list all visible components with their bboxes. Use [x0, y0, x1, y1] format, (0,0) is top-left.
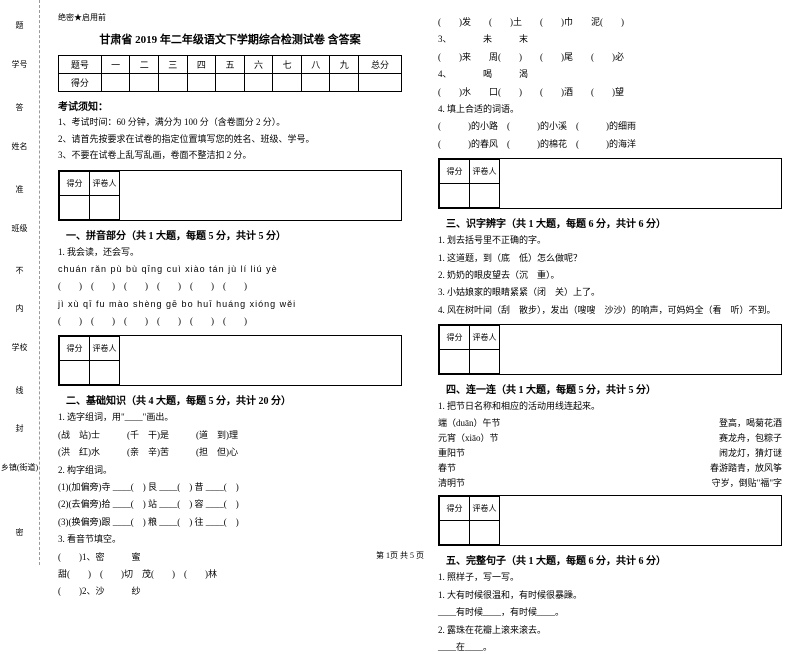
pair: 重阳节闹龙灯，猜灯谜	[438, 446, 782, 459]
th: 七	[273, 56, 302, 74]
binding-sidebar: 题 学号 答 姓名 准 班级 不 内 学校 线 封 乡镇(街道) 密	[0, 0, 40, 565]
th: 题号	[59, 56, 102, 74]
paren-line: ( ) ( ) ( ) ( ) ( ) ( )	[58, 279, 402, 293]
q: ( )来 周( ) ( )尾 ( )必	[438, 50, 782, 64]
q: ____有时候____，有时候____。	[438, 605, 782, 619]
pinyin-line: jì xù qī fu mào shèng gē bo huī huáng xi…	[58, 297, 402, 311]
section-3-title: 三、识字辨字（共 1 大题，每题 6 分，共计 6 分）	[446, 215, 666, 230]
q: ( )的小路 ( )的小溪 ( )的细雨	[438, 119, 782, 133]
notice-item: 3、不要在试卷上乱写乱画，卷面不整洁扣 2 分。	[58, 149, 402, 163]
q: 4. 风在树叶间（刮 散步），发出（嗖嗖 沙沙）的响声，可妈妈全（看 听）不到。	[438, 303, 782, 317]
q: 1. 这道题，到（底 低）怎么做呢？	[438, 251, 782, 265]
field-id: 学号	[12, 59, 28, 81]
scorer-box: 得分评卷人	[438, 324, 782, 375]
q: (洪 红)水 (亲 辛)苦 (担 但)心	[58, 445, 402, 459]
page-footer: 第 1页 共 5 页	[0, 550, 800, 561]
marker: 准	[14, 185, 25, 201]
marker: 封	[14, 424, 25, 440]
section-1-title: 一、拼音部分（共 1 大题，每题 5 分，共计 5 分）	[66, 227, 286, 242]
pinyin-line: chuán rǎn pù bù qīng cuì xiào tán jù lí …	[58, 262, 402, 276]
field-school: 学校	[12, 342, 28, 364]
q: ( )2、沙 纱	[58, 584, 402, 598]
th: 五	[216, 56, 245, 74]
notice-item: 2、请首先按要求在试卷的指定位置填写您的姓名、班级、学号。	[58, 133, 402, 147]
secret-label: 绝密★启用前	[58, 12, 402, 23]
field-town: 乡镇(街道)	[1, 462, 38, 506]
marker: 密	[14, 528, 25, 544]
marker: 答	[14, 103, 25, 119]
th: 四	[187, 56, 216, 74]
marker: 内	[14, 304, 25, 320]
scorer-box: 得分评卷人	[438, 495, 782, 546]
marker: 题	[14, 21, 25, 37]
q: ( )发 ( )土 ( )巾 泥( )	[438, 15, 782, 29]
field-name: 姓名	[12, 141, 28, 163]
q: 1. 照样子，写一写。	[438, 570, 782, 584]
marker: 线	[14, 386, 25, 402]
q: 3、 未 末	[438, 32, 782, 46]
q: (2)(去偏旁)拾 ____( ) 站 ____( ) 容 ____( )	[58, 497, 402, 511]
scorer-box: 得分评卷人	[58, 170, 402, 221]
q: 2. 构字组词。	[58, 463, 402, 477]
pair: 清明节守岁，倒贴"福"字	[438, 476, 782, 489]
notice-title: 考试须知：	[58, 98, 402, 113]
q: 3. 小姑娘家的眼睛紧紧（闭 关）上了。	[438, 285, 782, 299]
right-column: ( )发 ( )土 ( )巾 泥( ) 3、 未 末 ( )来 周( ) ( )…	[420, 0, 800, 565]
th: 总分	[359, 56, 402, 74]
q: 4、 喝 渴	[438, 67, 782, 81]
q: ____在____。	[438, 640, 782, 654]
q: (战 站)士 (千 干)是 (道 到)理	[58, 428, 402, 442]
pair: 端（duān）午节登高，喝菊花酒	[438, 416, 782, 429]
q: 2. 奶奶的眼皮望去（沉 重）。	[438, 268, 782, 282]
th: 八	[301, 56, 330, 74]
th: 二	[130, 56, 159, 74]
q: (1)(加偏旁)寺 ____( ) 艮 ____( ) 昔 ____( )	[58, 480, 402, 494]
th: 一	[101, 56, 130, 74]
pair: 春节春游踏青，放风筝	[438, 461, 782, 474]
th: 三	[159, 56, 188, 74]
section-2-title: 二、基础知识（共 4 大题，每题 5 分，共计 20 分）	[66, 392, 291, 407]
row-label: 得分	[59, 74, 102, 92]
q: 甜( ) ( )切 茂( ) ( )林	[58, 567, 402, 581]
exam-page: 题 学号 答 姓名 准 班级 不 内 学校 线 封 乡镇(街道) 密 绝密★启用…	[0, 0, 800, 565]
scorer-box: 得分评卷人	[438, 158, 782, 209]
q: ( )的春风 ( )的棉花 ( )的海洋	[438, 137, 782, 151]
left-column: 绝密★启用前 甘肃省 2019 年二年级语文下学期综合检测试卷 含答案 题号 一…	[40, 0, 420, 565]
content-area: 绝密★启用前 甘肃省 2019 年二年级语文下学期综合检测试卷 含答案 题号 一…	[40, 0, 800, 565]
score-table: 题号 一 二 三 四 五 六 七 八 九 总分 得分	[58, 55, 402, 92]
q: (3)(换偏旁)跟 ____( ) 粮 ____( ) 往 ____( )	[58, 515, 402, 529]
paren-line: ( ) ( ) ( ) ( ) ( ) ( )	[58, 314, 402, 328]
q: 4. 填上合适的词语。	[438, 102, 782, 116]
q: 1. 划去括号里不正确的字。	[438, 233, 782, 247]
scorer-box: 得分评卷人	[58, 335, 402, 386]
exam-title: 甘肃省 2019 年二年级语文下学期综合检测试卷 含答案	[58, 31, 402, 47]
section-4-title: 四、连一连（共 1 大题，每题 5 分，共计 5 分）	[446, 381, 656, 396]
pair: 元宵（xiāo）节赛龙舟，包粽子	[438, 431, 782, 444]
q: 1. 把节日名称和相应的活动用线连起来。	[438, 399, 782, 413]
notice-item: 1、考试时间：60 分钟，满分为 100 分（含卷面分 2 分）。	[58, 116, 402, 130]
q: ( )水 口( ) ( )酒 ( )望	[438, 85, 782, 99]
q: 1. 大有时候很温和，有时候很暴躁。	[438, 588, 782, 602]
th: 九	[330, 56, 359, 74]
field-class: 班级	[12, 223, 28, 245]
q1: 1. 我会读，还会写。	[58, 245, 402, 259]
q: 2. 露珠在花瓣上滚来滚去。	[438, 623, 782, 637]
marker: 不	[14, 266, 25, 282]
q: 1. 选字组词，用"____"画出。	[58, 410, 402, 424]
th: 六	[244, 56, 273, 74]
q: 3. 看音节填空。	[58, 532, 402, 546]
